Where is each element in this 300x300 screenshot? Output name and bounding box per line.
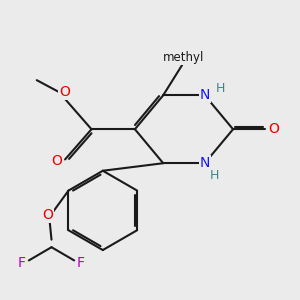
Text: N: N	[200, 156, 210, 170]
Text: O: O	[59, 85, 70, 99]
Text: O: O	[51, 154, 62, 168]
Text: H: H	[216, 82, 225, 95]
Text: N: N	[200, 88, 210, 102]
Text: H: H	[209, 169, 219, 182]
Text: methyl: methyl	[163, 51, 205, 64]
Text: O: O	[268, 122, 279, 136]
Text: F: F	[18, 256, 26, 270]
Text: O: O	[42, 208, 53, 222]
Text: F: F	[77, 256, 85, 270]
